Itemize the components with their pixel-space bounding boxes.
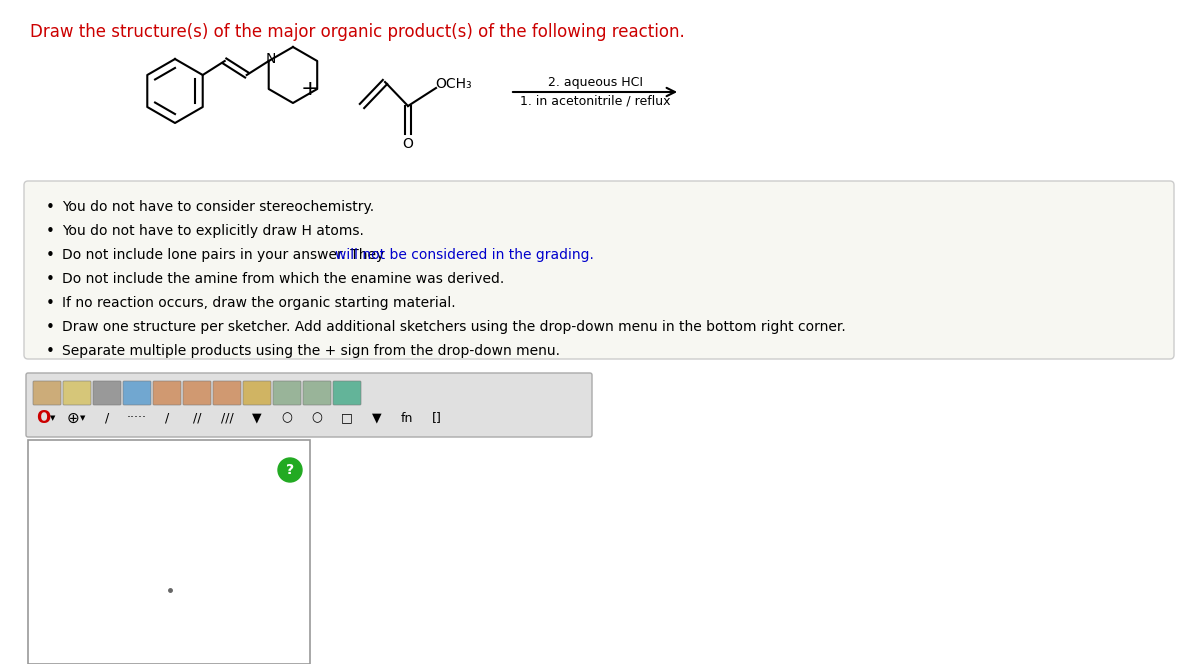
Text: Draw one structure per sketcher. Add additional sketchers using the drop-down me: Draw one structure per sketcher. Add add… <box>62 320 846 334</box>
Text: OCH₃: OCH₃ <box>436 77 473 91</box>
FancyBboxPatch shape <box>64 381 91 405</box>
FancyBboxPatch shape <box>334 381 361 405</box>
FancyBboxPatch shape <box>94 381 121 405</box>
Text: •: • <box>46 200 55 215</box>
FancyBboxPatch shape <box>154 381 181 405</box>
Text: ○: ○ <box>282 412 293 424</box>
FancyBboxPatch shape <box>242 381 271 405</box>
Text: /: / <box>104 412 109 424</box>
Text: N: N <box>265 52 276 66</box>
Text: You do not have to explicitly draw H atoms.: You do not have to explicitly draw H ato… <box>62 224 364 238</box>
Text: O: O <box>402 137 414 151</box>
FancyBboxPatch shape <box>24 181 1174 359</box>
FancyBboxPatch shape <box>302 381 331 405</box>
Text: ○: ○ <box>312 412 323 424</box>
Text: will not be considered in the grading.: will not be considered in the grading. <box>335 248 594 262</box>
FancyBboxPatch shape <box>182 381 211 405</box>
Text: []: [] <box>432 412 442 424</box>
Circle shape <box>278 458 302 482</box>
Text: Do not include the amine from which the enamine was derived.: Do not include the amine from which the … <box>62 272 504 286</box>
Text: ·····: ····· <box>127 412 148 424</box>
Text: •: • <box>46 296 55 311</box>
Text: •: • <box>46 344 55 359</box>
Text: •: • <box>46 272 55 287</box>
Text: ?: ? <box>286 463 294 477</box>
Text: ///: /// <box>221 412 233 424</box>
Text: ▼: ▼ <box>80 415 85 421</box>
Text: //: // <box>193 412 202 424</box>
Text: ⊕: ⊕ <box>67 410 79 426</box>
Text: +: + <box>301 79 319 99</box>
Text: Draw the structure(s) of the major organic product(s) of the following reaction.: Draw the structure(s) of the major organ… <box>30 23 685 41</box>
Text: •: • <box>46 320 55 335</box>
Text: 1. in acetonitrile / reflux: 1. in acetonitrile / reflux <box>520 95 671 108</box>
Text: 2. aqueous HCI: 2. aqueous HCI <box>547 76 642 89</box>
Text: Do not include lone pairs in your answer. They: Do not include lone pairs in your answer… <box>62 248 389 262</box>
FancyBboxPatch shape <box>274 381 301 405</box>
FancyBboxPatch shape <box>34 381 61 405</box>
Text: /: / <box>164 412 169 424</box>
Text: •: • <box>46 248 55 263</box>
Text: ▼: ▼ <box>372 412 382 424</box>
Text: You do not have to consider stereochemistry.: You do not have to consider stereochemis… <box>62 200 374 214</box>
Bar <box>28 440 310 664</box>
Text: O: O <box>36 409 50 427</box>
Text: Separate multiple products using the + sign from the drop-down menu.: Separate multiple products using the + s… <box>62 344 560 358</box>
FancyBboxPatch shape <box>26 373 592 437</box>
Text: If no reaction occurs, draw the organic starting material.: If no reaction occurs, draw the organic … <box>62 296 456 310</box>
FancyBboxPatch shape <box>214 381 241 405</box>
FancyBboxPatch shape <box>124 381 151 405</box>
Text: ▼: ▼ <box>252 412 262 424</box>
Text: □: □ <box>341 412 353 424</box>
Text: ▼: ▼ <box>50 415 55 421</box>
Text: •: • <box>46 224 55 239</box>
Text: fn: fn <box>401 412 413 424</box>
